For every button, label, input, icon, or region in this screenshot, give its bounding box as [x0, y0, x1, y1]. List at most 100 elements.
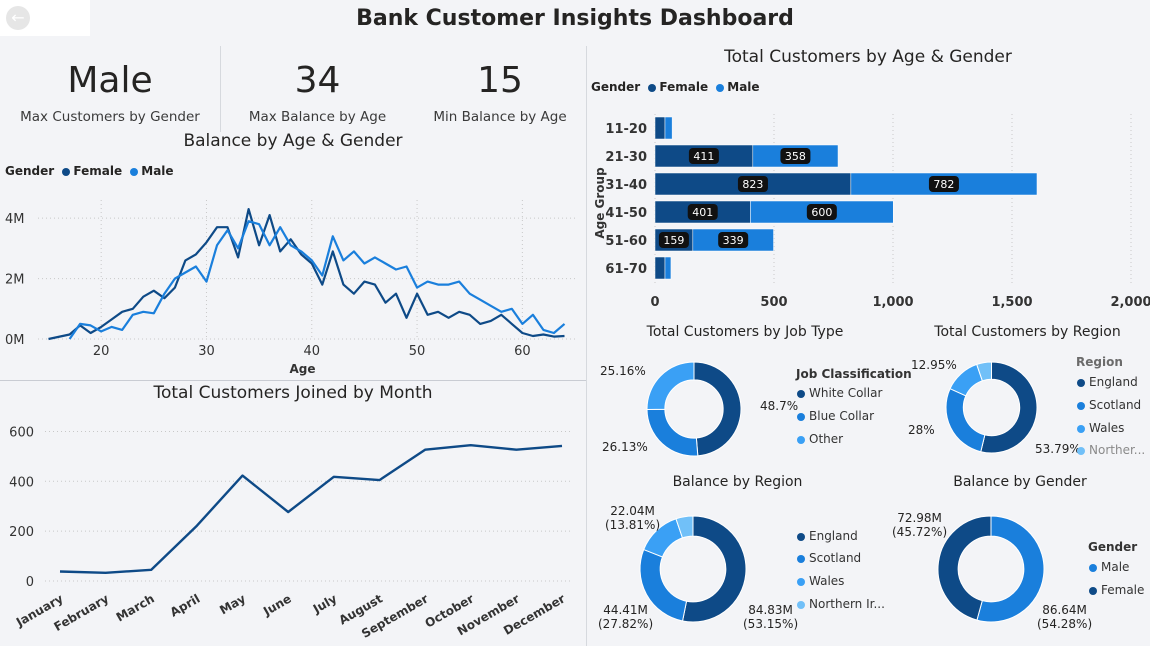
legend-dot — [1089, 563, 1097, 572]
legend-dot — [797, 532, 805, 541]
y-tick-label: 21-30 — [605, 150, 647, 165]
region-label-wales: 12.95% — [911, 358, 957, 372]
bar-female — [654, 116, 666, 140]
y-tick-label: 41-50 — [605, 206, 647, 221]
label-value: 84.83M — [748, 603, 793, 617]
donut-slice-female — [937, 515, 992, 621]
kpi-min-balance-age-value: 15 — [477, 60, 523, 101]
balance-age-legend: Gender Female Male — [5, 164, 174, 178]
panel-divider — [586, 46, 587, 646]
age-group-bar-chart: 0 500 1,000 1,500 2,000 Age Group 11-20 21-30 41… — [593, 114, 1150, 310]
y-tick-label: 11-20 — [605, 122, 647, 137]
series-line-customers — [59, 444, 563, 575]
y-tick-label: 61-70 — [605, 262, 647, 277]
balance-gender-legend-male[interactable]: Male — [1089, 560, 1129, 574]
donut-slice-england — [980, 361, 1038, 454]
region-legend-wales[interactable]: Wales — [1077, 421, 1124, 435]
balance-gender-legend-female[interactable]: Female — [1089, 583, 1144, 597]
month-chart-title: Total Customers Joined by Month — [153, 383, 433, 403]
region-donut-title: Total Customers by Region — [934, 324, 1121, 340]
legend-label: Other — [809, 432, 844, 446]
legend-male[interactable]: Male — [141, 164, 174, 178]
age-group-chart-title: Total Customers by Age & Gender — [724, 47, 1012, 67]
legend-dot — [797, 435, 805, 444]
bar-female — [654, 256, 666, 280]
balance-region-legend-scotland[interactable]: Scotland — [797, 551, 861, 565]
donut-slice-male — [976, 515, 1045, 623]
x-tick-label: 500 — [760, 295, 787, 310]
balance-region-legend-england[interactable]: England — [797, 529, 858, 543]
data-label-bg — [928, 176, 959, 192]
label-value: 72.98M — [897, 511, 942, 525]
kpi-max-balance-age-value: 34 — [294, 60, 341, 101]
x-tick-label: July — [310, 591, 340, 616]
x-axis-title: Age — [289, 362, 315, 376]
legend-dot — [797, 412, 805, 421]
y-tick-label: 2M — [5, 273, 25, 288]
balance-gender-label-female: 72.98M (45.72%) — [892, 511, 947, 539]
legend-male-dot — [130, 167, 139, 176]
balance-region-legend-northern-ireland[interactable]: Northern Ir... — [797, 597, 885, 611]
label-percent: (54.28%) — [1037, 617, 1093, 631]
data-label: 339 — [723, 234, 744, 247]
data-label: 600 — [811, 206, 832, 219]
label-percent: (27.82%) — [598, 617, 654, 631]
x-tick-label: 2,000 — [1110, 295, 1150, 310]
y-tick-label: 600 — [9, 425, 34, 440]
balance-region-donut — [639, 515, 747, 623]
y-tick-label: 0M — [5, 333, 25, 348]
x-tick-label: 40 — [303, 344, 320, 359]
region-legend-northern-ireland[interactable]: Norther... — [1077, 443, 1145, 457]
region-label-england: 53.79% — [1035, 442, 1081, 456]
balance-region-title: Balance by Region — [672, 474, 803, 490]
legend-female[interactable]: Female — [73, 164, 123, 178]
legend-label: Wales — [1089, 421, 1125, 435]
x-tick-label: 30 — [198, 344, 215, 359]
x-tick-label: March — [114, 591, 157, 624]
data-label-bg — [658, 232, 689, 248]
bar-male — [664, 116, 673, 140]
back-icon[interactable]: ← — [6, 6, 30, 30]
legend-male[interactable]: Male — [727, 80, 760, 94]
legend-dot — [797, 554, 805, 563]
donut-slice-white-collar — [693, 361, 742, 457]
legend-dot — [1077, 401, 1085, 410]
y-tick-label: 4M — [5, 212, 25, 227]
x-tick-label: June — [260, 591, 294, 618]
x-tick-label: April — [168, 591, 203, 619]
legend-label: Scotland — [809, 551, 862, 565]
region-legend-scotland[interactable]: Scotland — [1077, 398, 1141, 412]
legend-male-dot — [716, 83, 725, 92]
legend-female[interactable]: Female — [659, 80, 709, 94]
balance-age-title: Balance by Age & Gender — [183, 131, 403, 151]
data-label-bg — [737, 176, 768, 192]
job-legend-blue[interactable]: Blue Collar — [797, 409, 874, 423]
series-line-female — [48, 208, 565, 341]
legend-dot — [1089, 586, 1097, 595]
legend-dot — [1077, 446, 1085, 455]
donut-slice-other — [646, 361, 695, 410]
job-legend-title: Job Classification — [796, 367, 912, 381]
data-label-bg — [688, 148, 719, 164]
data-label-bg — [718, 232, 749, 248]
job-legend-white[interactable]: White Collar — [797, 386, 882, 400]
x-tick-label: 0 — [650, 295, 659, 310]
legend-title: Gender — [591, 80, 641, 94]
job-label-blue: 26.13% — [602, 440, 648, 454]
section-divider — [0, 380, 586, 381]
balance-region-label-scotland: 44.41M (27.82%) — [598, 603, 653, 631]
legend-female-dot — [648, 83, 657, 92]
legend-label: Female — [1101, 583, 1145, 597]
region-legend-england[interactable]: England — [1077, 375, 1138, 389]
label-percent: (45.72%) — [892, 525, 948, 539]
balance-region-legend-wales[interactable]: Wales — [797, 574, 844, 588]
data-label: 159 — [663, 234, 684, 247]
region-legend-title: Region — [1076, 355, 1123, 369]
x-tick-label: 20 — [93, 344, 110, 359]
data-label-bg — [806, 204, 837, 220]
job-legend-other[interactable]: Other — [797, 432, 843, 446]
legend-title: Gender — [5, 164, 55, 178]
y-tick-label: 200 — [9, 525, 34, 540]
kpi-max-balance-age-label: Max Balance by Age — [248, 109, 387, 125]
donut-slice-england — [681, 515, 747, 623]
